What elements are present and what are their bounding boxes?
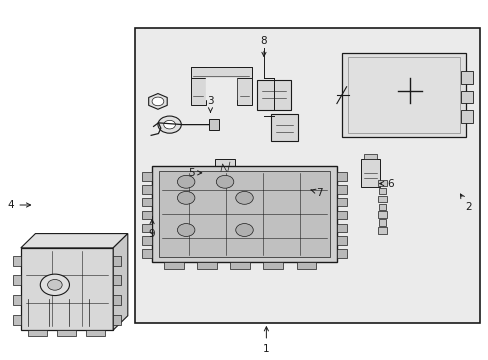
Bar — [21, 248, 113, 330]
Bar — [336, 237, 346, 245]
Bar — [28, 330, 46, 336]
Polygon shape — [148, 94, 167, 109]
Bar — [142, 211, 152, 219]
Bar — [378, 196, 386, 202]
Circle shape — [235, 192, 253, 204]
Bar — [209, 119, 219, 130]
Bar — [197, 262, 216, 269]
Circle shape — [152, 97, 163, 106]
Bar — [256, 80, 290, 111]
Bar — [57, 330, 76, 336]
Bar — [379, 219, 385, 226]
Bar — [13, 315, 21, 325]
Bar — [152, 166, 336, 262]
Bar — [341, 53, 465, 137]
Bar — [159, 171, 329, 257]
Circle shape — [158, 116, 181, 133]
Polygon shape — [113, 234, 127, 330]
Bar — [378, 180, 386, 186]
Polygon shape — [21, 234, 127, 248]
Bar — [142, 249, 152, 258]
Bar — [361, 158, 379, 187]
Text: 2: 2 — [460, 194, 470, 212]
Bar — [113, 256, 121, 266]
Bar — [336, 185, 346, 194]
Text: 1: 1 — [263, 327, 269, 354]
Bar — [142, 172, 152, 181]
Circle shape — [177, 175, 195, 188]
Circle shape — [177, 192, 195, 204]
Bar — [347, 58, 459, 133]
Bar — [223, 178, 228, 183]
Bar — [237, 67, 251, 105]
Bar — [460, 71, 472, 84]
Bar — [135, 28, 479, 323]
Bar — [271, 114, 297, 141]
Text: 7: 7 — [310, 188, 323, 198]
Circle shape — [47, 279, 62, 290]
Bar — [113, 275, 121, 285]
Text: 6: 6 — [379, 179, 393, 189]
Bar — [379, 203, 385, 210]
Bar — [113, 315, 121, 325]
Bar — [142, 185, 152, 194]
Bar — [142, 198, 152, 206]
Bar — [379, 188, 385, 194]
Bar — [229, 178, 234, 183]
Text: 8: 8 — [260, 36, 267, 57]
Polygon shape — [287, 178, 312, 193]
Bar — [378, 211, 386, 218]
Bar — [215, 158, 234, 178]
Bar — [142, 224, 152, 232]
Circle shape — [216, 175, 233, 188]
Circle shape — [163, 120, 175, 129]
Bar — [217, 178, 222, 183]
Bar — [113, 295, 121, 305]
Bar — [336, 224, 346, 232]
Circle shape — [235, 224, 253, 237]
Bar — [164, 262, 183, 269]
Bar — [460, 91, 472, 103]
Bar — [460, 111, 472, 123]
Bar — [142, 237, 152, 245]
Bar — [336, 249, 346, 258]
Text: 3: 3 — [207, 96, 213, 112]
Bar — [336, 198, 346, 206]
Bar — [86, 330, 105, 336]
Bar — [296, 262, 315, 269]
Circle shape — [40, 274, 69, 296]
Bar — [13, 275, 21, 285]
Bar — [205, 78, 237, 100]
Bar — [378, 227, 386, 234]
Bar — [13, 256, 21, 266]
Bar — [191, 67, 251, 78]
Bar — [336, 211, 346, 219]
Bar — [230, 262, 249, 269]
Text: 9: 9 — [148, 220, 155, 239]
Bar — [13, 295, 21, 305]
Bar — [263, 262, 283, 269]
Circle shape — [177, 224, 195, 237]
Bar — [363, 154, 376, 158]
Text: 4: 4 — [8, 200, 31, 210]
Bar — [336, 172, 346, 181]
Text: 5: 5 — [187, 168, 202, 178]
Bar — [191, 67, 205, 105]
